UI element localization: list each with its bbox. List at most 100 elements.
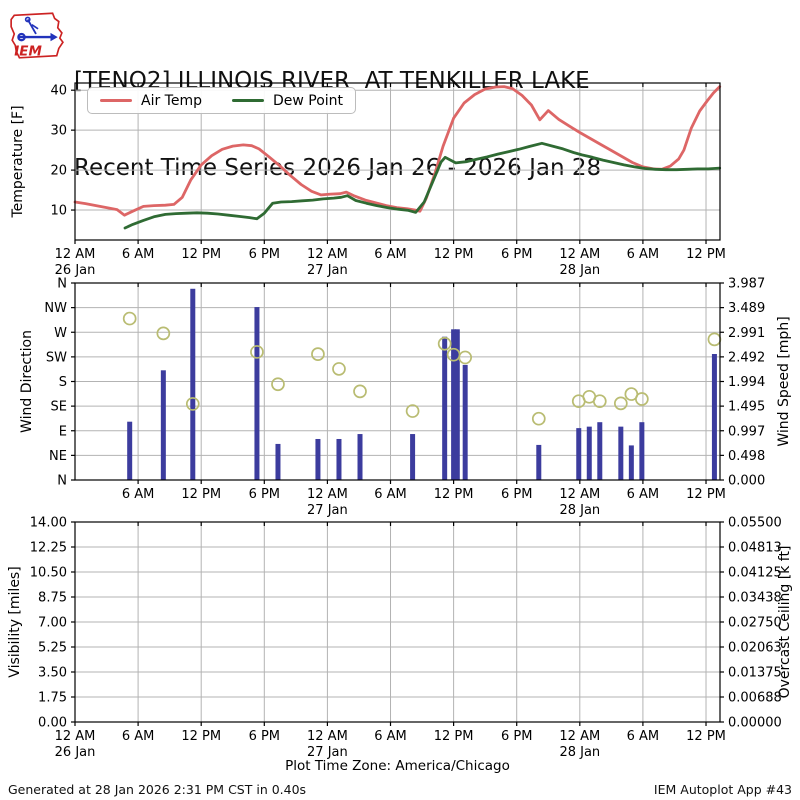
- wind-speed-bar: [410, 434, 416, 480]
- svg-text:6 AM: 6 AM: [122, 487, 155, 502]
- wind-speed-bar: [618, 426, 624, 480]
- wind-speed-bar: [462, 364, 468, 480]
- wind-speed-bar: [336, 438, 342, 480]
- wind-direction-marker: [437, 336, 452, 351]
- svg-text:12 AM: 12 AM: [559, 729, 600, 744]
- legend-label-dew-point: Dew Point: [272, 92, 344, 109]
- wind-speed-bar: [254, 307, 260, 480]
- logo-text: IEM: [14, 45, 42, 60]
- svg-text:0.04125: 0.04125: [728, 566, 782, 581]
- svg-text:12 AM: 12 AM: [559, 487, 600, 502]
- svg-text:6 PM: 6 PM: [501, 247, 532, 262]
- svg-text:12 PM: 12 PM: [181, 729, 221, 744]
- wind-direction-marker: [353, 384, 367, 399]
- wind-direction-marker: [592, 394, 607, 409]
- svg-text:0.00688: 0.00688: [728, 691, 782, 706]
- wind-speed-bar: [315, 438, 321, 480]
- svg-text:6 PM: 6 PM: [249, 729, 280, 744]
- svg-text:1.994: 1.994: [728, 375, 765, 390]
- svg-text:6 AM: 6 AM: [374, 487, 407, 502]
- plot-timezone-label: Plot Time Zone: America/Chicago: [285, 758, 510, 774]
- svg-text:12 PM: 12 PM: [686, 487, 726, 502]
- wind-direction-marker: [707, 332, 722, 347]
- generated-timestamp: Generated at 28 Jan 2026 2:31 PM CST in …: [8, 782, 307, 797]
- wind-direction-marker: [635, 392, 649, 406]
- svg-text:3.50: 3.50: [38, 666, 67, 681]
- svg-text:40: 40: [50, 84, 67, 99]
- wind-direction-marker: [122, 311, 137, 326]
- wind-speed-bar: [160, 370, 166, 480]
- svg-text:12 PM: 12 PM: [434, 487, 474, 502]
- wind-speed-bar: [576, 428, 582, 480]
- svg-text:6 AM: 6 AM: [374, 729, 407, 744]
- svg-text:12 AM: 12 AM: [307, 487, 348, 502]
- wind-speed-bar: [190, 288, 196, 480]
- svg-text:6 AM: 6 AM: [374, 247, 407, 262]
- wind-direction-marker: [271, 377, 285, 392]
- footer: Generated at 28 Jan 2026 2:31 PM CST in …: [8, 782, 792, 797]
- svg-text:27 Jan: 27 Jan: [307, 745, 348, 760]
- svg-text:2.991: 2.991: [728, 326, 765, 341]
- wind-direction-marker: [185, 397, 200, 411]
- wind-speed-bar: [357, 434, 363, 480]
- wind-speed-bar: [586, 426, 592, 480]
- wind-direction-marker: [531, 411, 546, 426]
- iem-logo: IEM: [10, 12, 64, 60]
- svg-text:0.00: 0.00: [38, 716, 67, 731]
- svg-text:12.25: 12.25: [30, 541, 67, 556]
- wind-direction-marker: [458, 350, 473, 365]
- svg-text:2.492: 2.492: [728, 350, 765, 365]
- svg-text:SW: SW: [46, 350, 67, 365]
- svg-text:28 Jan: 28 Jan: [559, 745, 600, 760]
- svg-text:12 PM: 12 PM: [434, 729, 474, 744]
- weather-instrument-icon: [17, 16, 58, 42]
- svg-text:26 Jan: 26 Jan: [55, 263, 96, 278]
- svg-text:S: S: [59, 375, 67, 390]
- svg-text:12 AM: 12 AM: [55, 729, 96, 744]
- wind-speed-bar: [442, 336, 448, 480]
- wind-speed-axis-label: Wind Speed [mph]: [776, 316, 792, 446]
- svg-text:6 PM: 6 PM: [249, 247, 280, 262]
- svg-text:10: 10: [50, 204, 67, 219]
- svg-text:28 Jan: 28 Jan: [559, 263, 600, 278]
- svg-text:28 Jan: 28 Jan: [559, 503, 600, 518]
- autoplot-app-number: IEM Autoplot App #43: [653, 782, 792, 797]
- wind-speed-bar: [597, 422, 603, 480]
- wind-direction-marker: [613, 396, 628, 411]
- wind-speed-bar: [639, 422, 645, 480]
- svg-text:30: 30: [50, 124, 67, 139]
- svg-text:6 PM: 6 PM: [501, 487, 532, 502]
- svg-text:SE: SE: [51, 400, 67, 415]
- svg-text:8.75: 8.75: [38, 591, 67, 606]
- wind-speed-bar: [454, 329, 460, 480]
- svg-text:W: W: [54, 326, 67, 341]
- svg-text:6 AM: 6 AM: [627, 247, 660, 262]
- wind-direction-marker: [332, 362, 346, 376]
- svg-text:E: E: [59, 424, 67, 439]
- wind-speed-bar: [451, 329, 457, 480]
- svg-text:12 AM: 12 AM: [307, 729, 348, 744]
- svg-text:N: N: [57, 277, 67, 292]
- svg-text:6 AM: 6 AM: [627, 487, 660, 502]
- svg-text:12 PM: 12 PM: [181, 487, 221, 502]
- wind-direction-axis-label: Wind Direction: [19, 330, 35, 433]
- svg-text:12 AM: 12 AM: [307, 247, 348, 262]
- svg-text:12 AM: 12 AM: [55, 247, 96, 262]
- svg-text:5.25: 5.25: [38, 641, 67, 656]
- svg-text:10.50: 10.50: [30, 566, 67, 581]
- svg-text:12 PM: 12 PM: [434, 247, 474, 262]
- wind-direction-marker: [250, 345, 264, 359]
- legend-label-air-temp: Air Temp: [141, 92, 202, 109]
- wind-speed-bar: [275, 443, 281, 480]
- svg-text:0.00000: 0.00000: [728, 716, 782, 731]
- svg-text:12 PM: 12 PM: [181, 247, 221, 262]
- temp-y-axis-label: Temperature [F]: [10, 105, 26, 218]
- svg-text:0.03438: 0.03438: [728, 591, 782, 606]
- dew-point-line: [123, 141, 722, 230]
- wind-speed-bar: [711, 354, 717, 480]
- wind-direction-marker: [156, 326, 171, 341]
- visibility-axis-label: Visibility [miles]: [7, 566, 23, 677]
